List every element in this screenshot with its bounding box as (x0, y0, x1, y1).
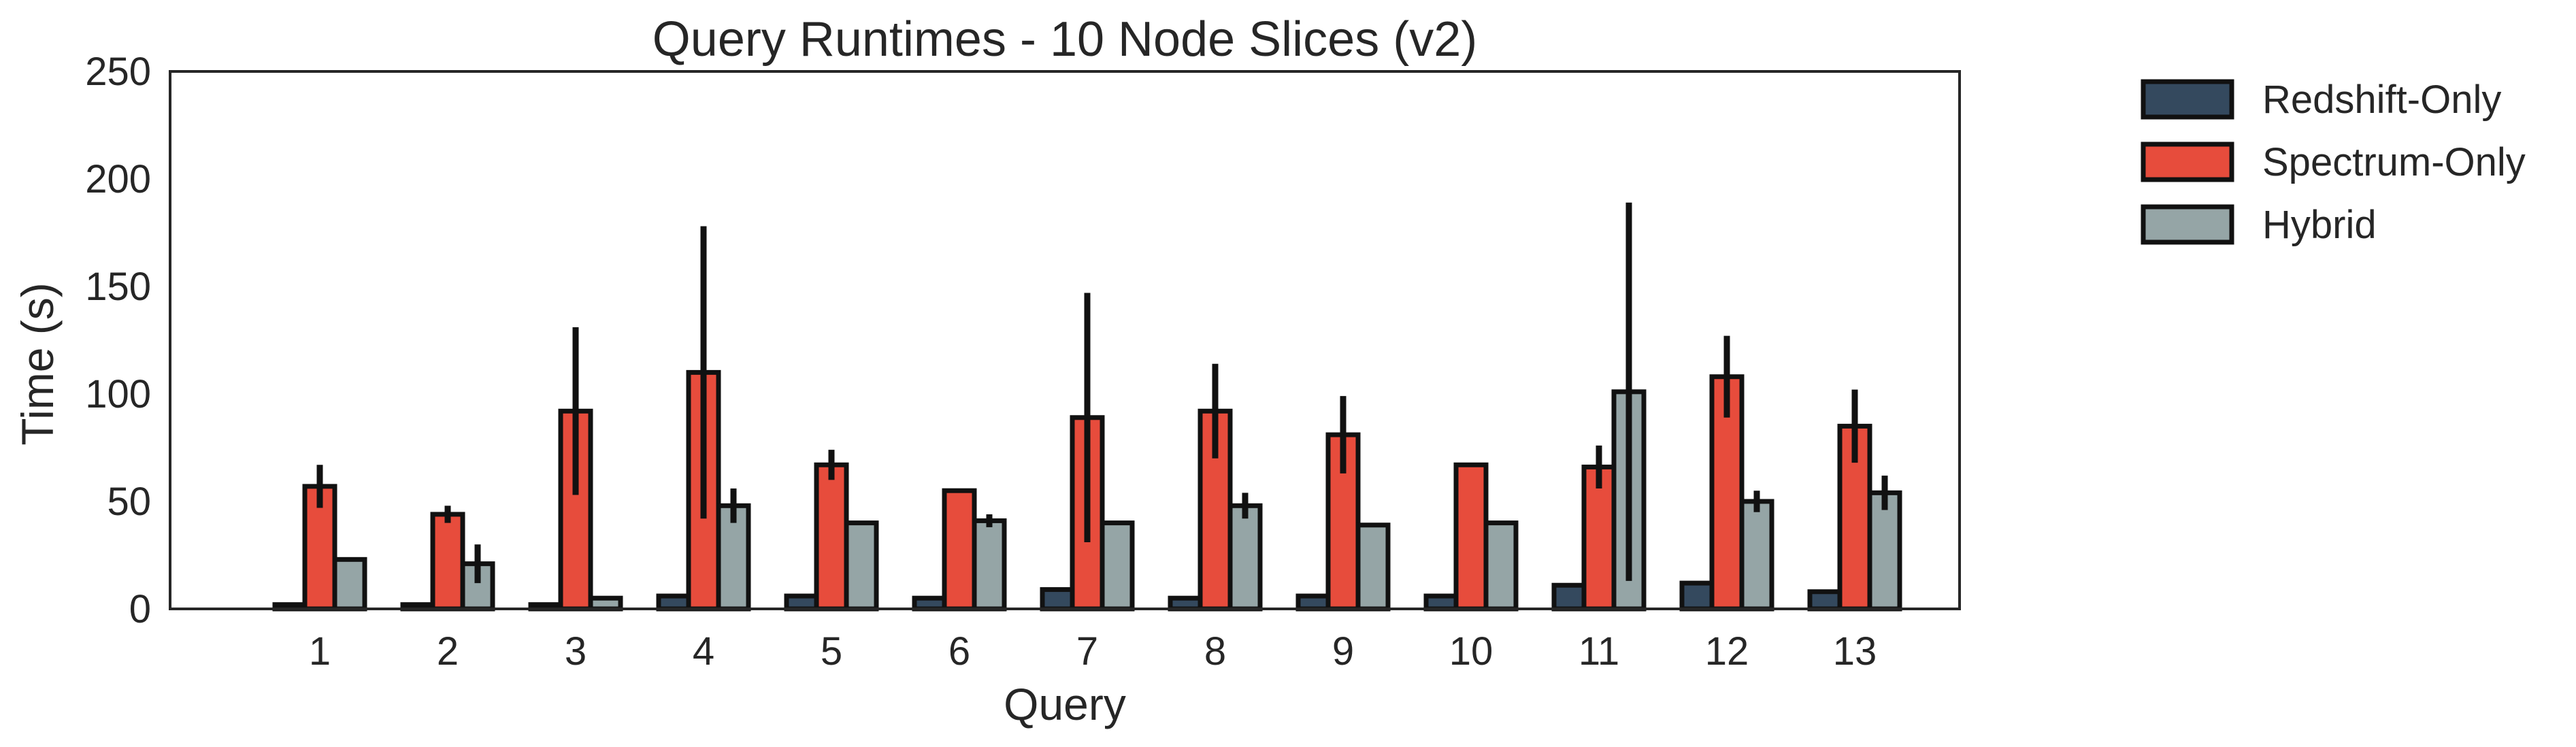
y-axis-label: Time (s) (12, 282, 63, 446)
legend-swatch (2141, 79, 2234, 120)
bar (1168, 595, 1203, 612)
bar (1227, 503, 1263, 612)
x-tick-label: 2 (437, 629, 459, 674)
bar (1739, 499, 1774, 612)
bar (1679, 580, 1715, 612)
bar (1100, 520, 1135, 612)
bar (430, 512, 465, 612)
chart-title: Query Runtimes - 10 Node Slices (v2) (653, 12, 1477, 67)
y-tick-label: 50 (107, 480, 151, 524)
plot-frame (169, 70, 1961, 610)
bar (912, 595, 947, 612)
y-tick-label: 200 (85, 157, 151, 201)
x-tick-label: 8 (1204, 629, 1226, 674)
bar (1483, 520, 1519, 612)
x-tick-label: 7 (1076, 629, 1098, 674)
bar (844, 520, 879, 612)
bar (656, 593, 691, 612)
x-tick-label: 13 (1833, 629, 1877, 674)
y-tick-label: 150 (85, 265, 151, 309)
legend-label: Hybrid (2262, 203, 2377, 247)
x-tick-label: 5 (821, 629, 842, 674)
x-tick-label: 10 (1449, 629, 1493, 674)
bar (942, 488, 977, 612)
bar (1453, 462, 1489, 612)
legend-item: Spectrum-Only (2141, 140, 2526, 184)
bar (1807, 589, 1843, 612)
bar (1040, 587, 1075, 612)
y-tick-label: 0 (129, 587, 151, 631)
x-tick-label: 3 (565, 629, 587, 674)
bar (1355, 522, 1391, 612)
legend-swatch (2141, 142, 2234, 182)
series-hybrid (332, 202, 1902, 612)
bar (1423, 593, 1459, 612)
bar (1551, 582, 1587, 612)
bar (1867, 490, 1902, 612)
legend: Redshift-Only Spectrum-Only Hybrid (2141, 78, 2526, 247)
legend-item: Redshift-Only (2141, 78, 2501, 122)
legend-label: Spectrum-Only (2262, 140, 2526, 184)
y-tick-label: 250 (85, 50, 151, 94)
bar (814, 462, 849, 612)
x-tick-label: 9 (1332, 629, 1354, 674)
legend-label: Redshift-Only (2262, 78, 2501, 122)
bar (588, 595, 623, 612)
bar (332, 557, 367, 612)
bar (784, 593, 819, 612)
x-tick-label: 11 (1579, 629, 1619, 674)
x-tick-label: 6 (948, 629, 970, 674)
x-tick-label: 12 (1705, 629, 1749, 674)
x-tick-label: 4 (693, 629, 714, 674)
y-tick-label: 100 (85, 372, 151, 416)
bar (1295, 593, 1331, 612)
x-axis-label: Query (1004, 679, 1126, 729)
legend-item: Hybrid (2141, 203, 2377, 247)
series-spectrum-only (302, 226, 1872, 612)
legend-swatch (2141, 204, 2234, 245)
x-tick-label: 1 (309, 629, 331, 674)
bar (972, 518, 1007, 612)
